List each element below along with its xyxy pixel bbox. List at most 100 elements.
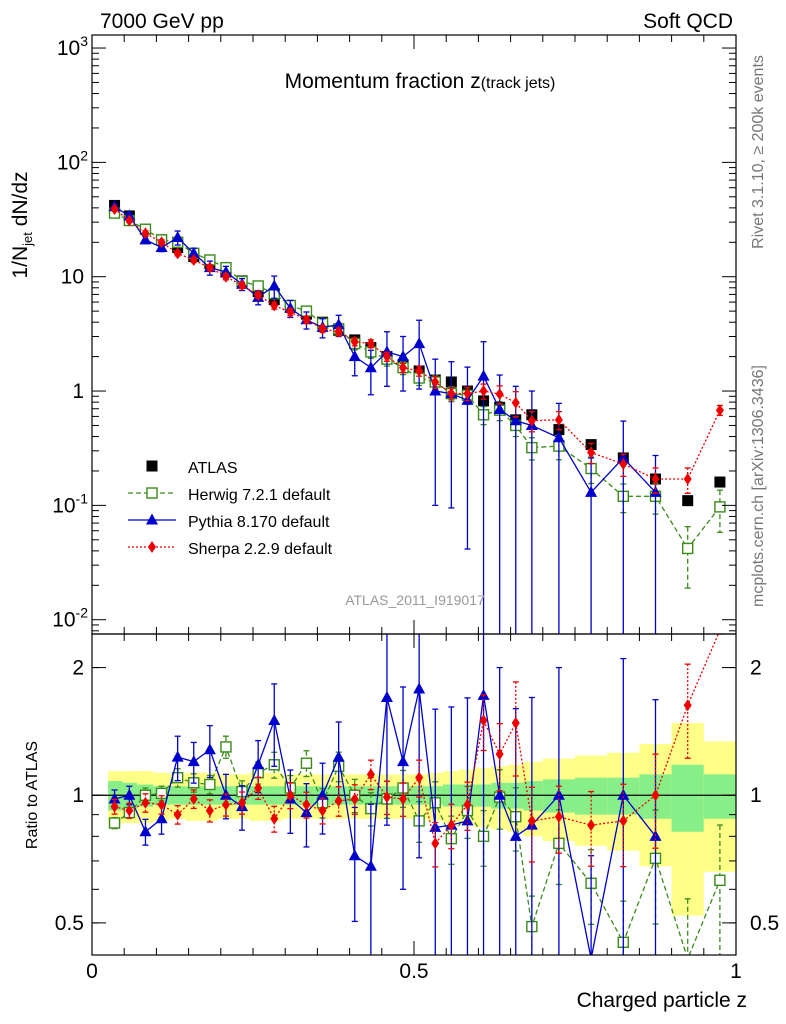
sherpa-point — [270, 299, 279, 312]
y-tick-label-base: 10 — [57, 37, 80, 60]
pythia-point — [397, 350, 410, 362]
sherpa-ratio-point — [479, 714, 488, 727]
sherpa-point — [221, 270, 230, 283]
sherpa-ratio-point — [221, 798, 230, 811]
legend-marker — [146, 460, 158, 472]
pythia-point — [413, 337, 426, 349]
main-plot-title: Momentum fraction z(track jets) — [285, 70, 556, 93]
pythia-ratio-point — [316, 788, 329, 800]
y-tick-label: 0.5 — [55, 912, 84, 935]
analysis-id-label: ATLAS_2011_I919017 — [345, 592, 485, 608]
sherpa-ratio-point — [511, 717, 520, 730]
sherpa-ratio-point — [382, 791, 391, 804]
pythia-point — [171, 231, 184, 243]
y-tick-label: 102 — [57, 147, 88, 174]
herwig-ratio-point — [204, 778, 216, 791]
series-herwig — [108, 207, 726, 589]
series-pythia — [108, 200, 662, 634]
herwig-point — [682, 542, 694, 555]
herwig-ratio-point — [155, 787, 168, 800]
sherpa-point — [173, 247, 182, 260]
pythia-point — [477, 369, 490, 381]
y-tick-label-base: 2 — [72, 657, 84, 680]
sherpa-ratio-point — [286, 789, 295, 802]
rivet-version-label: Rivet 3.1.10, ≥ 200k events — [750, 55, 767, 249]
sherpa-ratio-point — [431, 837, 440, 850]
sherpa-ratio-point — [527, 814, 536, 827]
pythia-point — [509, 414, 522, 426]
sherpa-point — [382, 350, 391, 363]
sherpa-point — [205, 261, 214, 274]
legend-entry-pythia: Pythia 8.170 default — [128, 513, 330, 531]
sherpa-point — [334, 325, 343, 338]
ratio-series-sherpa — [110, 634, 723, 868]
pythia-ratio-point — [380, 691, 393, 703]
x-axis-label: Charged particle z — [577, 989, 747, 1012]
herwig-ratio-point — [220, 741, 232, 753]
pythia-ratio-point — [123, 788, 136, 800]
sherpa-ratio-point — [554, 810, 563, 823]
y-tick-label-base: 10 — [61, 266, 84, 289]
green-band-segment — [703, 774, 736, 819]
y-tick-label-base: 1 — [72, 380, 84, 403]
sherpa-point — [415, 364, 424, 377]
sherpa-ratio-point — [334, 794, 343, 807]
pythia-point — [187, 246, 200, 258]
sherpa-point — [554, 413, 563, 426]
sherpa-point — [431, 375, 440, 388]
sherpa-ratio-point — [683, 699, 692, 712]
y-tick-label-exponent: -1 — [76, 490, 89, 506]
pythia-ratio-point — [413, 682, 426, 694]
y-tick-label-base: 10 — [52, 494, 75, 517]
sherpa-ratio-point — [651, 789, 660, 802]
herwig-point — [714, 501, 726, 513]
pythia-ratio-point — [493, 788, 506, 800]
sherpa-ratio-point — [587, 819, 596, 832]
green-band-segment — [671, 764, 704, 832]
sherpa-point — [511, 396, 520, 409]
x-tick-label: 0.5 — [399, 960, 428, 983]
sherpa-ratio-point — [157, 798, 166, 811]
y-tick-label-right: 2 — [750, 657, 762, 680]
herwig-ratio-point — [714, 874, 726, 887]
sherpa-point — [157, 236, 166, 249]
y-tick-label-base: 10 — [57, 151, 80, 174]
y-tick-label-exponent: 3 — [80, 33, 88, 49]
legend-label: Sherpa 2.2.9 default — [188, 541, 333, 558]
sherpa-point — [302, 313, 311, 326]
pythia-point — [429, 384, 442, 396]
y-tick-label: 10 — [61, 266, 84, 289]
sherpa-point — [366, 337, 375, 350]
sherpa-point — [587, 446, 596, 459]
sherpa-ratio-point — [254, 782, 263, 795]
sherpa-point — [495, 388, 504, 401]
y-tick-label: 2 — [72, 657, 84, 680]
sherpa-point — [238, 279, 247, 292]
pythia-ratio-point — [108, 792, 121, 804]
main-plot-title-main: Momentum fraction z — [285, 70, 481, 93]
pythia-ratio-point — [155, 812, 168, 824]
atlas-point — [682, 495, 694, 507]
y-tick-label-base: 10 — [52, 609, 75, 632]
y-tick-label-right: 0.5 — [750, 912, 779, 935]
sherpa-ratio-point — [415, 771, 424, 784]
atlas-point — [714, 476, 726, 488]
sherpa-ratio-point — [399, 792, 408, 805]
sherpa-ratio-point — [125, 804, 134, 817]
legend-marker — [146, 513, 158, 525]
main-y-axis-label-tail: dN/dz — [9, 171, 32, 232]
pythia-ratio-point — [252, 758, 265, 770]
sherpa-point — [189, 253, 198, 266]
sherpa-ratio-point — [495, 748, 504, 761]
pythia-ratio-point — [509, 829, 522, 841]
header-energy-label: 7000 GeV pp — [100, 10, 224, 33]
sherpa-point — [254, 289, 263, 302]
sherpa-point — [715, 404, 724, 417]
sherpa-point — [350, 335, 359, 348]
series-sherpa — [110, 203, 724, 494]
herwig-line — [114, 212, 721, 550]
pythia-ratio-point — [268, 714, 281, 726]
y-tick-label: 103 — [57, 33, 88, 60]
